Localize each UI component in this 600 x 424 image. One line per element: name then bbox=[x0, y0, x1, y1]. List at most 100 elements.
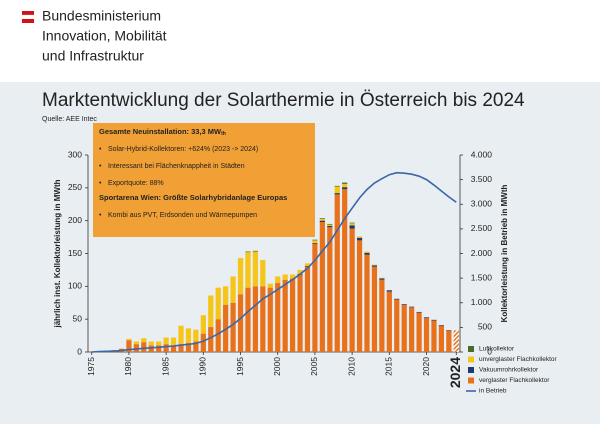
bar bbox=[371, 265, 378, 267]
bar bbox=[163, 344, 169, 352]
x-tick-label: 2010 bbox=[346, 357, 356, 376]
bar bbox=[170, 337, 177, 346]
bar bbox=[394, 298, 400, 300]
bar bbox=[319, 220, 325, 222]
bar bbox=[334, 186, 340, 194]
bar bbox=[215, 287, 221, 320]
annotation-box bbox=[93, 123, 315, 237]
bar bbox=[334, 194, 340, 352]
bar bbox=[297, 269, 303, 274]
bar bbox=[446, 330, 452, 352]
bar bbox=[275, 283, 281, 352]
bar bbox=[327, 223, 333, 225]
bar bbox=[319, 218, 325, 219]
bar bbox=[438, 325, 445, 326]
bar bbox=[208, 295, 214, 328]
bar bbox=[289, 278, 296, 352]
bar bbox=[364, 254, 370, 352]
bar bbox=[230, 276, 236, 303]
annotation-bullet: • bbox=[99, 212, 102, 219]
bar bbox=[282, 274, 288, 280]
y-tick-label: 300 bbox=[68, 149, 82, 159]
bar bbox=[282, 279, 288, 352]
bar bbox=[327, 224, 333, 226]
legend-swatch bbox=[468, 346, 474, 352]
bar bbox=[304, 263, 311, 266]
bar bbox=[223, 304, 229, 352]
header-line: Bundesministerium bbox=[42, 8, 161, 24]
x-tick-label: 2015 bbox=[384, 357, 394, 376]
bar bbox=[319, 218, 325, 221]
y-axis-label: jährlich inst. Kollektorleistung in MWth bbox=[53, 179, 62, 328]
bar bbox=[237, 294, 244, 352]
y2-tick-label: 1.000 bbox=[471, 297, 493, 307]
y2-tick-label: 3.000 bbox=[471, 199, 493, 209]
bar bbox=[319, 221, 325, 352]
bar bbox=[334, 185, 340, 187]
legend-label: verglaster Flachkollektor bbox=[479, 377, 550, 384]
y-tick-label: 200 bbox=[68, 215, 82, 225]
bar bbox=[342, 187, 348, 190]
bar bbox=[312, 242, 318, 244]
bar bbox=[312, 239, 318, 241]
bar bbox=[245, 252, 251, 288]
bar bbox=[252, 251, 259, 287]
bar bbox=[342, 182, 348, 184]
bar bbox=[252, 250, 259, 252]
annotation-bullet: • bbox=[99, 146, 102, 153]
bar bbox=[349, 228, 355, 352]
bar bbox=[356, 237, 363, 241]
bar bbox=[423, 317, 430, 318]
x-tick-label: 1995 bbox=[235, 357, 245, 376]
bar bbox=[297, 274, 303, 352]
bar bbox=[356, 236, 363, 238]
bar bbox=[356, 240, 363, 352]
y-tick-label: 150 bbox=[68, 248, 82, 258]
annotation-bullet: • bbox=[99, 180, 102, 187]
bar bbox=[230, 302, 236, 352]
bar bbox=[133, 344, 139, 352]
bar bbox=[267, 287, 273, 352]
legend-swatch bbox=[468, 367, 474, 373]
bar bbox=[379, 279, 385, 352]
header-line: Innovation, Mobilität bbox=[42, 28, 167, 44]
y-tick-label: 50 bbox=[73, 313, 83, 323]
annotation-text: Exportquote: 88% bbox=[108, 180, 164, 187]
bar bbox=[170, 345, 177, 352]
bar bbox=[438, 325, 445, 352]
bar bbox=[364, 251, 370, 253]
bar bbox=[394, 299, 400, 352]
bar bbox=[260, 260, 266, 287]
bar bbox=[252, 286, 259, 352]
bar bbox=[423, 317, 430, 352]
x-tick-label: 1990 bbox=[198, 357, 208, 376]
bar bbox=[349, 225, 355, 229]
bar bbox=[126, 340, 132, 352]
bar bbox=[156, 345, 162, 352]
annotation-text: Interessant bei Flächenknappheit in Städ… bbox=[108, 163, 245, 170]
bar bbox=[163, 337, 169, 345]
bar bbox=[327, 227, 333, 352]
bar bbox=[245, 287, 251, 352]
x-tick-label: 2024 bbox=[447, 357, 463, 388]
bar bbox=[208, 327, 214, 352]
y2-tick-label: 2.000 bbox=[471, 248, 493, 258]
y2-tick-label: 0 bbox=[487, 346, 492, 356]
legend-swatch bbox=[468, 377, 474, 384]
annotation-heading: Gesamte Neuinstallation: 33,3 MWth bbox=[99, 127, 226, 137]
annotation: • Solar-Hybrid-Kollektoren: +624% (2023 -… bbox=[99, 146, 287, 219]
y-tick-label: 250 bbox=[68, 182, 82, 192]
bar bbox=[178, 344, 184, 352]
bar bbox=[401, 304, 407, 352]
bar bbox=[237, 258, 244, 295]
bar bbox=[431, 320, 437, 352]
chart-title: Marktentwicklung der Solarthermie in Öst… bbox=[42, 90, 525, 111]
bar bbox=[260, 286, 266, 352]
y-tick-label: 100 bbox=[68, 281, 82, 291]
bar bbox=[223, 286, 229, 305]
bar bbox=[275, 276, 281, 284]
plot: 0 50 100 150 200 250 300 0 500 1.000 1.500 2.000 2.5… bbox=[53, 149, 557, 394]
bar bbox=[304, 266, 311, 352]
bar bbox=[342, 183, 348, 188]
